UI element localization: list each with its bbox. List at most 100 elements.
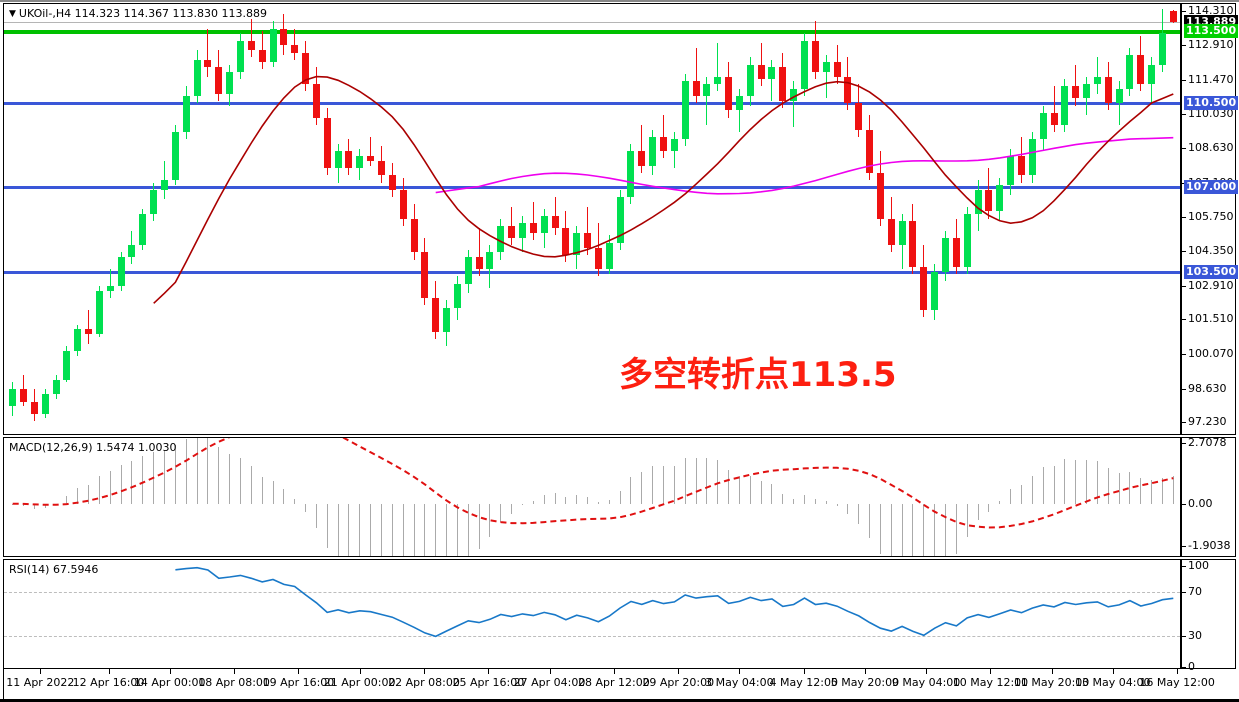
candle-body xyxy=(377,160,385,176)
candle-wick xyxy=(294,28,296,60)
macd-axis-label: -1.9038 xyxy=(1188,539,1231,553)
macd-histogram-bar xyxy=(207,438,209,504)
time-tick xyxy=(359,669,361,674)
candle-body xyxy=(562,228,570,255)
rsi-guide-30 xyxy=(4,635,1180,637)
axis-tick xyxy=(1182,354,1186,356)
macd-histogram-bar xyxy=(825,500,827,504)
candle-body xyxy=(1028,139,1036,176)
macd-histogram-bar xyxy=(966,503,968,537)
price-level-line-110.5[interactable] xyxy=(4,102,1180,106)
macd-histogram-bar xyxy=(945,503,947,556)
price-plot-area[interactable]: 多空转折点113.5 xyxy=(4,4,1180,434)
axis-tick xyxy=(1182,11,1186,13)
time-tick xyxy=(926,669,928,674)
symbol-header[interactable]: ▼ UKOil-,H4 114.323 114.367 113.830 113.8… xyxy=(9,7,267,20)
candle-body xyxy=(302,52,310,84)
candle-body xyxy=(714,76,722,84)
candle-body xyxy=(1061,86,1069,125)
candle-wick xyxy=(1075,64,1077,106)
price-tag-107.000[interactable]: 107.000 xyxy=(1184,180,1239,195)
candle-body xyxy=(1083,83,1091,99)
macd-histogram-bar xyxy=(565,496,567,504)
time-axis-label: 9 May 04:00 xyxy=(891,676,961,689)
price-axis-label: 104.350 xyxy=(1188,244,1234,258)
rsi-plot-area[interactable] xyxy=(4,560,1180,668)
candle-body xyxy=(334,151,342,169)
price-tag-110.500[interactable]: 110.500 xyxy=(1184,96,1239,111)
candle-body xyxy=(985,189,993,212)
chevron-down-icon[interactable]: ▼ xyxy=(9,9,16,19)
time-axis-label: 29 Apr 20:00 xyxy=(642,676,715,689)
macd-histogram-bar xyxy=(250,465,252,504)
candle-body xyxy=(63,350,71,380)
price-level-line-113.889[interactable] xyxy=(4,21,1180,23)
rsi-title: RSI(14) 67.5946 xyxy=(9,563,99,576)
macd-histogram-bar xyxy=(88,484,90,504)
candle-body xyxy=(660,136,667,152)
candle-body xyxy=(1104,76,1112,104)
candle-body xyxy=(269,28,277,63)
time-axis-label: 19 Apr 16:00 xyxy=(262,676,335,689)
price-level-line-113.5[interactable] xyxy=(4,29,1180,34)
candle-body xyxy=(421,252,429,299)
candle-body xyxy=(920,266,928,311)
ma-slow-line xyxy=(435,136,1174,195)
candle-body xyxy=(833,62,841,77)
candle-wick xyxy=(1118,81,1120,125)
candle-body xyxy=(942,237,950,272)
price-axis-label: 112.910 xyxy=(1188,38,1234,52)
symbol-header-text: UKOil-,H4 114.323 114.367 113.830 113.88… xyxy=(18,7,268,20)
time-axis-label: 22 Apr 08:00 xyxy=(388,676,460,689)
candle-body xyxy=(236,40,244,72)
time-tick xyxy=(549,669,551,674)
price-axis-label: 100.070 xyxy=(1188,347,1234,361)
candle-body xyxy=(345,151,353,169)
macd-histogram-bar xyxy=(597,501,599,504)
macd-histogram-bar xyxy=(435,503,437,556)
price-axis-label: 110.030 xyxy=(1188,107,1234,121)
price-tag-103.500[interactable]: 103.500 xyxy=(1184,264,1239,279)
price-level-line-103.5[interactable] xyxy=(4,270,1180,274)
macd-histogram-bar xyxy=(706,458,708,504)
macd-histogram-bar xyxy=(120,465,122,504)
macd-histogram-bar xyxy=(489,503,491,537)
price-level-line-107[interactable] xyxy=(4,186,1180,190)
candle-body xyxy=(204,59,212,68)
time-axis[interactable]: 11 Apr 2022 12 Apr 16:00 14 Apr 00:00 18 Ap… xyxy=(3,669,1236,699)
price-tag-113.500[interactable]: 113.500 xyxy=(1184,23,1239,38)
axis-tick xyxy=(1182,667,1186,668)
time-axis-label: 11 Apr 2022 xyxy=(6,676,75,689)
axis-tick xyxy=(1182,443,1186,445)
time-tick xyxy=(40,669,42,674)
candle-body xyxy=(432,298,440,332)
candle-body xyxy=(855,103,863,130)
macd-histogram-bar xyxy=(229,454,231,504)
moving-average-overlay xyxy=(153,75,1174,304)
rsi-panel[interactable]: RSI(14) 67.5946 100 70 30 0 xyxy=(3,559,1236,673)
macd-panel[interactable]: MACD(12,26,9) 1.5474 1.0030 2.7078 0.00 -1… xyxy=(3,437,1236,557)
macd-histogram-bar xyxy=(879,503,881,554)
macd-histogram-bar xyxy=(749,476,751,504)
macd-plot-area[interactable] xyxy=(4,438,1180,556)
rsi-axis[interactable]: 100 70 30 0 xyxy=(1180,560,1235,673)
candle-wick xyxy=(771,59,773,101)
macd-histogram-bar xyxy=(1096,460,1098,504)
price-axis[interactable]: 114.310112.910111.470110.030108.630107.1… xyxy=(1180,4,1239,434)
candle-body xyxy=(1148,64,1156,84)
candle-body xyxy=(866,129,874,173)
candle-wick xyxy=(738,88,740,132)
macd-histogram-bar xyxy=(814,498,816,504)
candle-body xyxy=(540,216,548,234)
macd-histogram-bar xyxy=(1086,459,1088,504)
price-axis-label: 114.310 xyxy=(1188,4,1234,18)
candle-body xyxy=(529,223,537,234)
macd-histogram-bar xyxy=(652,465,654,504)
macd-histogram-bar xyxy=(782,493,784,504)
candle-body xyxy=(703,83,711,96)
time-tick xyxy=(169,669,171,674)
macd-line-overlay xyxy=(12,438,1174,529)
macd-axis[interactable]: 2.7078 0.00 -1.9038 xyxy=(1180,437,1235,556)
price-panel[interactable]: ▼ UKOil-,H4 114.323 114.367 113.830 113.8… xyxy=(3,3,1239,435)
macd-histogram-bar xyxy=(532,500,534,504)
